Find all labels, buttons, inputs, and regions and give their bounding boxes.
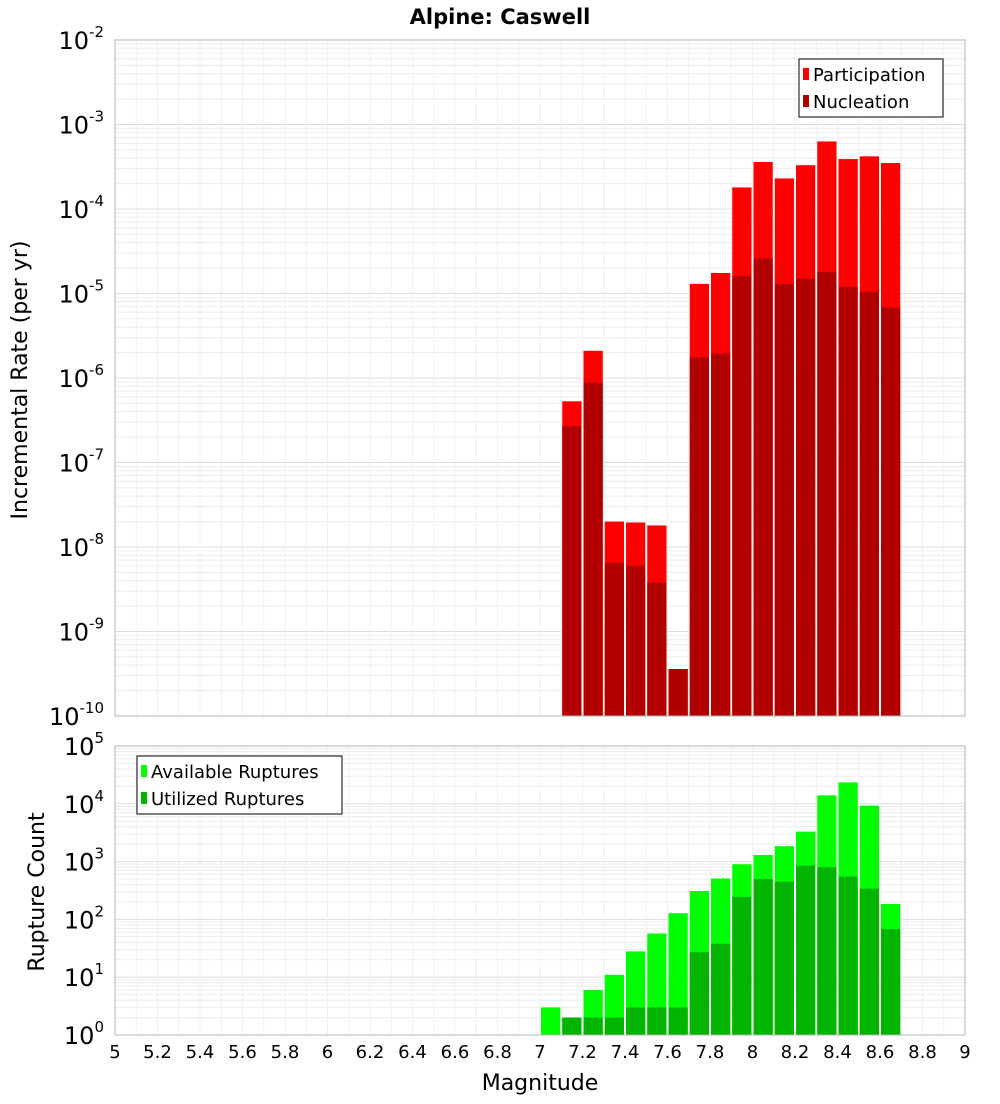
- top-bar-secondary: [711, 353, 731, 716]
- top-y-tick-label: 10-8: [58, 530, 104, 562]
- top-y-tick-label: 10-6: [58, 361, 104, 393]
- bottom-bar-secondary: [732, 896, 752, 1035]
- bottom-bar-secondary: [881, 929, 901, 1035]
- top-bar-secondary: [881, 307, 901, 716]
- x-tick-label: 8.4: [823, 1042, 852, 1063]
- x-tick-label: 5.8: [271, 1042, 300, 1063]
- bottom-bar-secondary: [689, 952, 709, 1035]
- bottom-plot-frame: [114, 745, 966, 1036]
- x-tick-label: 6: [322, 1042, 333, 1063]
- bottom-bar-secondary: [817, 867, 837, 1035]
- top-panel: 10-10 10-9 10-8 10-7 10-6 10-5 10-4 10-3 10-2 Par…: [49, 23, 966, 731]
- bottom-bar-primary: [668, 913, 688, 1035]
- top-y-tick-label: 10-5: [58, 277, 104, 309]
- top-legend-label: Nucleation: [813, 92, 909, 113]
- top-bar-secondary: [562, 426, 582, 716]
- top-bar-secondary: [583, 382, 603, 716]
- x-tick-label: 7.6: [653, 1042, 682, 1063]
- x-tick-label: 7.2: [568, 1042, 597, 1063]
- bottom-legend-box: [136, 755, 343, 815]
- bottom-bar-secondary: [753, 878, 773, 1035]
- top-y-tick-label: 10-9: [58, 615, 104, 647]
- x-tick-label: 6.8: [483, 1042, 512, 1063]
- top-bar-secondary: [689, 357, 709, 716]
- bottom-bar-secondary: [626, 1007, 646, 1035]
- top-y-axis-label: Incremental Rate (per yr): [8, 241, 33, 520]
- bottom-legend-swatch: [141, 792, 147, 804]
- top-legend-swatch: [803, 95, 809, 107]
- bottom-bar-secondary: [711, 943, 731, 1035]
- top-bar-secondary: [626, 565, 646, 716]
- top-bar-secondary: [838, 286, 858, 716]
- bottom-legend-label: Available Ruptures: [151, 762, 319, 783]
- bottom-y-axis-label: Rupture Count: [25, 812, 50, 972]
- top-bar-secondary: [774, 283, 794, 716]
- bottom-bar-secondary: [859, 888, 879, 1035]
- bottom-y-tick-label: 105: [64, 729, 104, 761]
- bottom-y-tick-label: 100: [64, 1018, 104, 1050]
- top-bar-secondary: [668, 668, 688, 716]
- bottom-bar-secondary: [583, 1017, 603, 1035]
- top-legend-label: Participation: [813, 65, 925, 86]
- x-tick-label: 8.6: [866, 1042, 895, 1063]
- x-tick-label: 7: [534, 1042, 545, 1063]
- chart-title: Alpine: Caswell: [410, 5, 591, 29]
- top-bar-secondary: [647, 582, 667, 716]
- bottom-bar-secondary: [838, 876, 858, 1035]
- x-axis-label: Magnitude: [482, 1071, 599, 1096]
- bottom-y-tick-label: 104: [64, 787, 104, 819]
- top-bar-secondary: [732, 276, 752, 716]
- bottom-y-tick-label: 102: [64, 902, 104, 934]
- bottom-legend-swatch: [141, 765, 147, 777]
- top-bar-secondary: [859, 291, 879, 716]
- x-tick-label: 8.8: [908, 1042, 937, 1063]
- bottom-bar-secondary: [562, 1017, 582, 1035]
- top-y-tick-label: 10-2: [58, 23, 104, 55]
- x-tick-label: 9: [959, 1042, 970, 1063]
- bottom-bar-secondary: [604, 1017, 624, 1035]
- x-tick-label: 5: [109, 1042, 120, 1063]
- bottom-legend-label: Utilized Ruptures: [151, 789, 304, 810]
- top-y-tick-label: 10-7: [58, 446, 104, 478]
- top-legend-swatch: [803, 68, 809, 80]
- top-legend: Participation Nucleation: [798, 58, 944, 118]
- x-tick-label: 5.2: [143, 1042, 172, 1063]
- bottom-bar-secondary: [647, 1007, 667, 1035]
- x-tick-label: 7.8: [696, 1042, 725, 1063]
- bottom-legend: Available Ruptures Utilized Ruptures: [136, 755, 343, 815]
- bottom-y-tick-label: 101: [64, 960, 104, 992]
- top-bar-secondary: [817, 271, 837, 716]
- bottom-y-tick-label: 103: [64, 845, 104, 877]
- bottom-bar-secondary: [668, 1007, 688, 1035]
- top-y-tick-label: 10-4: [58, 192, 104, 224]
- top-y-tick-label: 10-3: [58, 108, 104, 140]
- top-bar-secondary: [604, 562, 624, 716]
- x-tick-label: 7.4: [611, 1042, 640, 1063]
- x-tick-label: 5.4: [186, 1042, 215, 1063]
- x-tick-label: 8: [747, 1042, 758, 1063]
- top-y-tick-label: 10-10: [49, 699, 104, 731]
- bottom-bar-secondary: [796, 865, 816, 1035]
- x-tick-label: 6.2: [356, 1042, 385, 1063]
- x-tick-label: 6.6: [441, 1042, 470, 1063]
- top-plot-frame: [114, 39, 966, 717]
- x-tick-label: 6.4: [398, 1042, 427, 1063]
- top-bar-secondary: [753, 258, 773, 716]
- bottom-bar-primary: [541, 1007, 561, 1035]
- top-legend-box: [798, 58, 944, 118]
- x-tick-label: 5.6: [228, 1042, 257, 1063]
- bottom-bar-secondary: [774, 881, 794, 1035]
- x-tick-label: 8.2: [781, 1042, 810, 1063]
- bottom-panel: 100 101 102 103 104 105 Available Ruptures Util…: [64, 729, 971, 1063]
- top-bar-secondary: [796, 278, 816, 716]
